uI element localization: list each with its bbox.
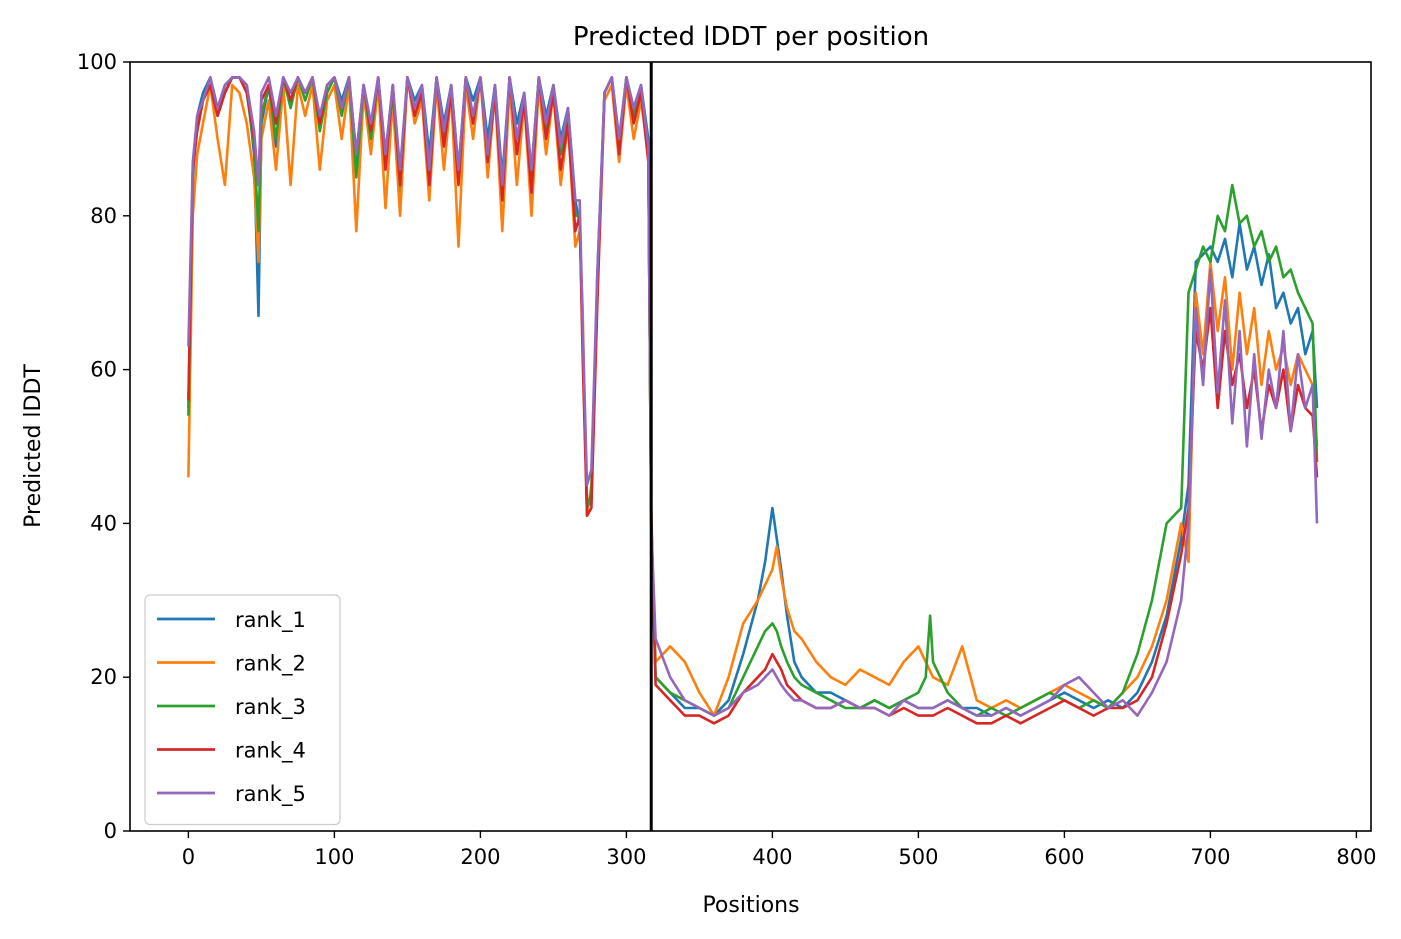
chart-title: Predicted lDDT per position — [573, 22, 929, 52]
legend-label-rank_3: rank_3 — [235, 695, 306, 720]
y-tick-label: 20 — [90, 665, 117, 689]
legend-label-rank_2: rank_2 — [235, 652, 306, 677]
y-tick-label: 100 — [77, 50, 117, 74]
legend-label-rank_1: rank_1 — [235, 608, 306, 633]
x-tick-label: 400 — [752, 845, 792, 869]
legend-label-rank_5: rank_5 — [235, 782, 306, 807]
legend: rank_1 rank_2 rank_3 rank_4 rank_5 — [144, 594, 341, 826]
plot-area — [187, 62, 1319, 831]
axes: 0 100 200 300 400 500 600 700 800 0 20 40 60 80 100 — [77, 50, 1377, 869]
y-tick-label: 0 — [104, 819, 117, 843]
x-tick-label: 700 — [1190, 845, 1230, 869]
axes-frame — [129, 61, 1372, 832]
series-line-rank_5 — [187, 76, 1319, 717]
x-tick-label: 200 — [460, 845, 500, 869]
legend-label-rank_4: rank_4 — [235, 739, 306, 764]
x-tick-label: 800 — [1336, 845, 1376, 869]
x-tick-label: 500 — [898, 845, 938, 869]
y-tick-label: 40 — [90, 511, 117, 535]
x-tick-label: 100 — [314, 845, 354, 869]
y-tick-label: 60 — [90, 358, 117, 382]
legend-box — [144, 594, 341, 826]
x-tick-label: 0 — [182, 845, 195, 869]
y-axis-label: Predicted lDDT — [21, 364, 46, 528]
x-axis-label: Positions — [702, 893, 799, 918]
x-tick-label: 600 — [1044, 845, 1084, 869]
x-tick-label: 300 — [606, 845, 646, 869]
y-tick-label: 80 — [90, 204, 117, 228]
